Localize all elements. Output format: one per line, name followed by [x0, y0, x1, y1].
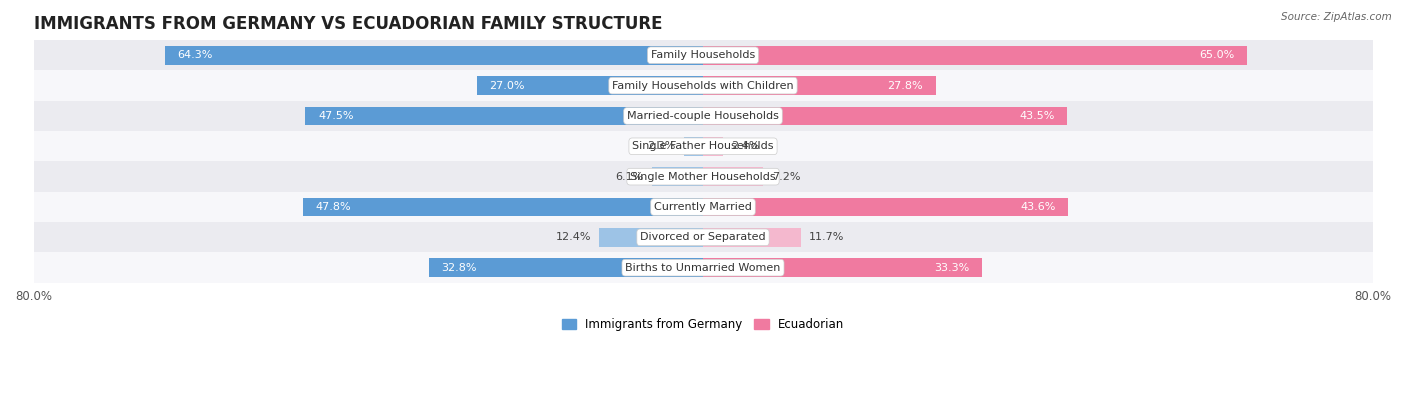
- Bar: [703, 258, 981, 277]
- Text: 43.6%: 43.6%: [1019, 202, 1056, 212]
- Text: 47.8%: 47.8%: [315, 202, 352, 212]
- Bar: [302, 198, 703, 216]
- Text: Source: ZipAtlas.com: Source: ZipAtlas.com: [1281, 12, 1392, 22]
- Text: 7.2%: 7.2%: [772, 172, 800, 182]
- Text: 64.3%: 64.3%: [177, 50, 212, 60]
- Bar: [429, 258, 703, 277]
- Bar: [305, 107, 703, 125]
- Bar: [703, 167, 763, 186]
- Bar: [652, 167, 703, 186]
- Text: Family Households with Children: Family Households with Children: [612, 81, 794, 90]
- Text: 12.4%: 12.4%: [555, 232, 591, 242]
- Text: Currently Married: Currently Married: [654, 202, 752, 212]
- Text: Family Households: Family Households: [651, 50, 755, 60]
- Text: 6.1%: 6.1%: [616, 172, 644, 182]
- Bar: [34, 222, 1372, 252]
- Text: 33.3%: 33.3%: [934, 263, 969, 273]
- Bar: [703, 137, 723, 156]
- Text: 32.8%: 32.8%: [441, 263, 477, 273]
- Bar: [683, 137, 703, 156]
- Bar: [34, 131, 1372, 162]
- Bar: [34, 192, 1372, 222]
- Text: Births to Unmarried Women: Births to Unmarried Women: [626, 263, 780, 273]
- Text: IMMIGRANTS FROM GERMANY VS ECUADORIAN FAMILY STRUCTURE: IMMIGRANTS FROM GERMANY VS ECUADORIAN FA…: [34, 15, 662, 33]
- Bar: [703, 76, 935, 95]
- Bar: [165, 46, 703, 65]
- Text: Single Mother Households: Single Mother Households: [630, 172, 776, 182]
- Bar: [34, 101, 1372, 131]
- Text: 27.0%: 27.0%: [489, 81, 524, 90]
- Bar: [34, 70, 1372, 101]
- Text: 47.5%: 47.5%: [318, 111, 353, 121]
- Text: 43.5%: 43.5%: [1019, 111, 1054, 121]
- Bar: [477, 76, 703, 95]
- Text: Divorced or Separated: Divorced or Separated: [640, 232, 766, 242]
- Text: 65.0%: 65.0%: [1199, 50, 1234, 60]
- Legend: Immigrants from Germany, Ecuadorian: Immigrants from Germany, Ecuadorian: [557, 314, 849, 336]
- Bar: [703, 46, 1247, 65]
- Text: Single Father Households: Single Father Households: [633, 141, 773, 151]
- Text: 11.7%: 11.7%: [810, 232, 845, 242]
- Bar: [703, 198, 1069, 216]
- Bar: [599, 228, 703, 247]
- Text: 2.3%: 2.3%: [647, 141, 675, 151]
- Bar: [703, 228, 801, 247]
- Text: 2.4%: 2.4%: [731, 141, 761, 151]
- Bar: [34, 252, 1372, 283]
- Bar: [703, 107, 1067, 125]
- Text: Married-couple Households: Married-couple Households: [627, 111, 779, 121]
- Text: 27.8%: 27.8%: [887, 81, 924, 90]
- Bar: [34, 40, 1372, 70]
- Bar: [34, 162, 1372, 192]
